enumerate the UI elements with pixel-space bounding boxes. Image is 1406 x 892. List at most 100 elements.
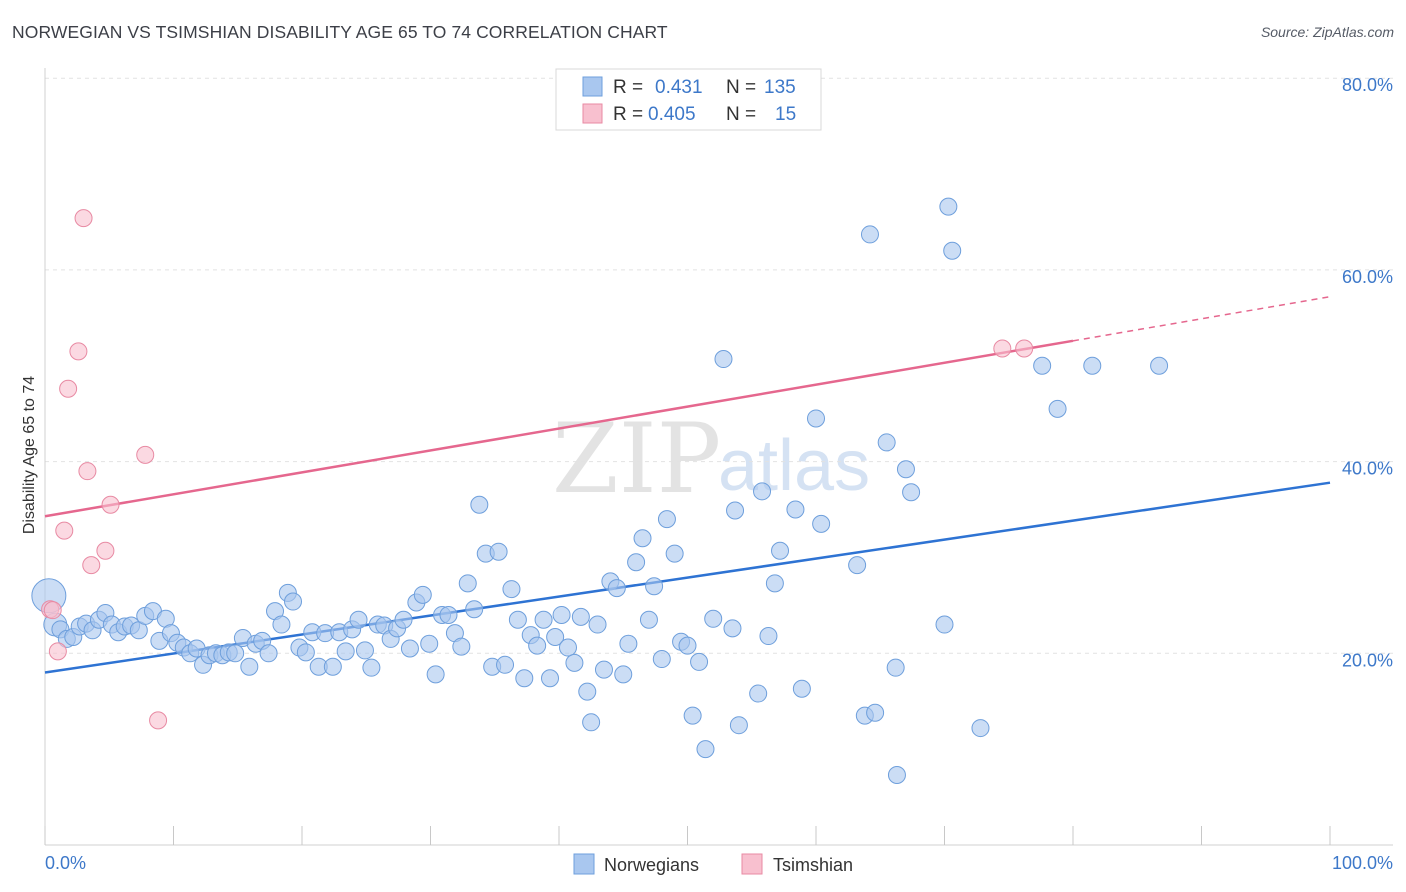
point-tsimshian-11 [149, 711, 168, 730]
point-norwegians-81 [558, 638, 577, 657]
point-norwegians-132 [1048, 399, 1067, 418]
point-norwegians-77 [534, 610, 553, 629]
point-tsimshian-9 [101, 495, 120, 514]
point-norwegians-79 [546, 628, 565, 647]
point-norwegians-87 [594, 660, 613, 679]
x-tick-label-100: 100.0% [1332, 853, 1393, 873]
axes: 20.0% 40.0% 60.0% 80.0% 0.0% 100.0% [44, 68, 1393, 873]
point-norwegians-29 [226, 644, 245, 663]
point-tsimshian-8 [96, 541, 115, 560]
stats-legend: R = 0.431 N = 135 R = 0.405 N = 15 [555, 68, 822, 131]
legend-n-label-1: N = [726, 77, 756, 98]
legend-r-label-1: R = [613, 77, 643, 98]
point-norwegians-36 [272, 615, 291, 634]
chart-source: Source: ZipAtlas.com [1260, 24, 1394, 40]
point-norwegians-122 [877, 433, 896, 452]
point-norwegians-95 [645, 577, 664, 596]
point-norwegians-119 [848, 556, 867, 575]
point-norwegians-134 [1150, 356, 1169, 375]
point-norwegians-96 [652, 650, 671, 669]
point-tsimshian-3 [59, 379, 78, 398]
point-norwegians-101 [683, 706, 702, 725]
point-norwegians-130 [971, 719, 990, 738]
point-norwegians-129 [943, 241, 962, 260]
point-norwegians-73 [508, 610, 527, 629]
point-norwegians-85 [582, 713, 601, 732]
legend-r-label-2: R = [613, 104, 643, 125]
point-norwegians-103 [696, 740, 715, 759]
point-norwegians-86 [588, 615, 607, 634]
point-norwegians-70 [489, 542, 508, 561]
point-norwegians-102 [690, 652, 709, 671]
point-norwegians-48 [349, 610, 368, 629]
point-norwegians-82 [565, 653, 584, 672]
point-norwegians-66 [465, 600, 484, 619]
point-norwegians-106 [723, 619, 742, 638]
point-norwegians-120 [866, 703, 885, 722]
point-norwegians-125 [896, 460, 915, 479]
point-norwegians-107 [726, 501, 745, 520]
point-tsimshian-6 [78, 462, 97, 481]
legend-n-value-1: 135 [764, 77, 796, 98]
point-norwegians-89 [607, 579, 626, 598]
legend-n-value-2: 15 [775, 104, 796, 125]
point-tsimshian-7 [82, 556, 101, 575]
scatter-points [31, 197, 1169, 785]
point-norwegians-50 [362, 658, 381, 677]
point-norwegians-127 [935, 615, 954, 634]
point-tsimshian-10 [136, 445, 155, 464]
legend-r-value-1: 0.431 [655, 77, 703, 98]
bottom-legend-label-norwegians: Norwegians [604, 855, 699, 875]
point-tsimshian-2 [55, 521, 74, 540]
point-norwegians-90 [614, 665, 633, 684]
point-norwegians-112 [765, 574, 784, 593]
point-tsimshian-5 [74, 209, 93, 228]
y-tick-label-40: 40.0% [1342, 459, 1393, 479]
point-norwegians-114 [786, 500, 805, 519]
point-tsimshian-14 [43, 601, 62, 620]
point-norwegians-92 [627, 553, 646, 572]
point-norwegians-113 [771, 541, 790, 560]
point-norwegians-59 [420, 634, 439, 653]
watermark-zip: ZIP [552, 403, 721, 515]
y-tick-label-80: 80.0% [1342, 75, 1393, 95]
point-norwegians-123 [886, 658, 905, 677]
point-norwegians-72 [502, 580, 521, 599]
point-norwegians-65 [458, 574, 477, 593]
point-norwegians-56 [400, 639, 419, 658]
legend-r-value-2: 0.405 [648, 104, 696, 125]
trend-line-extension-tsimshian [1072, 295, 1331, 342]
y-tick-label-20: 20.0% [1342, 650, 1393, 670]
point-norwegians-98 [665, 544, 684, 563]
x-tick-label-0: 0.0% [45, 853, 86, 873]
point-norwegians-94 [639, 610, 658, 629]
point-norwegians-46 [336, 642, 355, 661]
legend-n-label-2: N = [726, 104, 756, 125]
point-norwegians-110 [753, 482, 772, 501]
point-norwegians-93 [633, 529, 652, 548]
legend-swatch-norwegians [582, 76, 603, 97]
point-norwegians-38 [284, 592, 303, 611]
point-tsimshian-12 [993, 339, 1012, 358]
point-norwegians-109 [749, 684, 768, 703]
watermark-atlas: atlas [718, 426, 870, 506]
point-norwegians-128 [939, 197, 958, 216]
point-norwegians-83 [571, 607, 590, 626]
trend-line-tsimshian [44, 339, 1074, 518]
point-norwegians-64 [452, 637, 471, 656]
y-axis-label: Disability Age 65 to 74 [21, 376, 38, 534]
point-norwegians-100 [678, 636, 697, 655]
bottom-legend-label-tsimshian: Tsimshian [773, 855, 853, 875]
point-norwegians-31 [240, 657, 259, 676]
point-norwegians-60 [426, 665, 445, 684]
point-norwegians-49 [355, 641, 374, 660]
point-norwegians-76 [528, 636, 547, 655]
point-norwegians-80 [552, 605, 571, 624]
point-norwegians-34 [259, 644, 278, 663]
point-norwegians-58 [413, 585, 432, 604]
point-norwegians-67 [470, 495, 489, 514]
point-tsimshian-13 [1015, 339, 1034, 358]
point-norwegians-124 [887, 766, 906, 785]
point-norwegians-91 [619, 634, 638, 653]
